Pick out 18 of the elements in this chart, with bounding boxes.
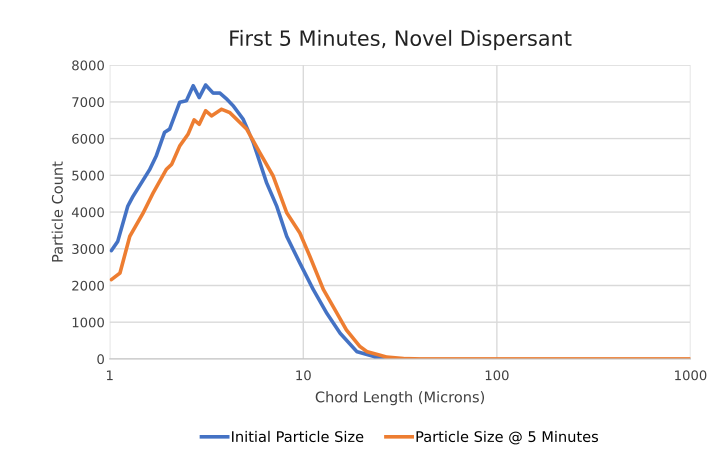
y-tick-label: 1000	[72, 317, 104, 328]
y-tick-label: 4000	[72, 207, 104, 218]
x-tick-label: 1000	[675, 370, 706, 380]
y-tick-label: 6000	[72, 134, 104, 144]
legend-label: Particle Size @ 5 Minutes	[416, 430, 598, 444]
x-tick-label: 100	[486, 370, 509, 380]
x-axis-title: Chord Length (Microns)	[316, 391, 484, 406]
y-tick-label: 5000	[72, 170, 104, 181]
y-tick-label: 7000	[72, 97, 104, 108]
legend-label: Initial Particle Size	[232, 430, 364, 442]
y-tick-label: 8000	[72, 60, 104, 70]
y-axis-title: Particle Count	[52, 161, 63, 262]
y-tick-label: 3000	[72, 244, 104, 254]
chart-title: First 5 Minutes, Novel Dispersant	[230, 30, 572, 50]
x-tick-label: 10	[296, 370, 311, 380]
y-tick-label: 2000	[72, 280, 104, 291]
x-tick-label: 1	[106, 370, 113, 380]
y-tick-label: 0	[97, 354, 104, 364]
